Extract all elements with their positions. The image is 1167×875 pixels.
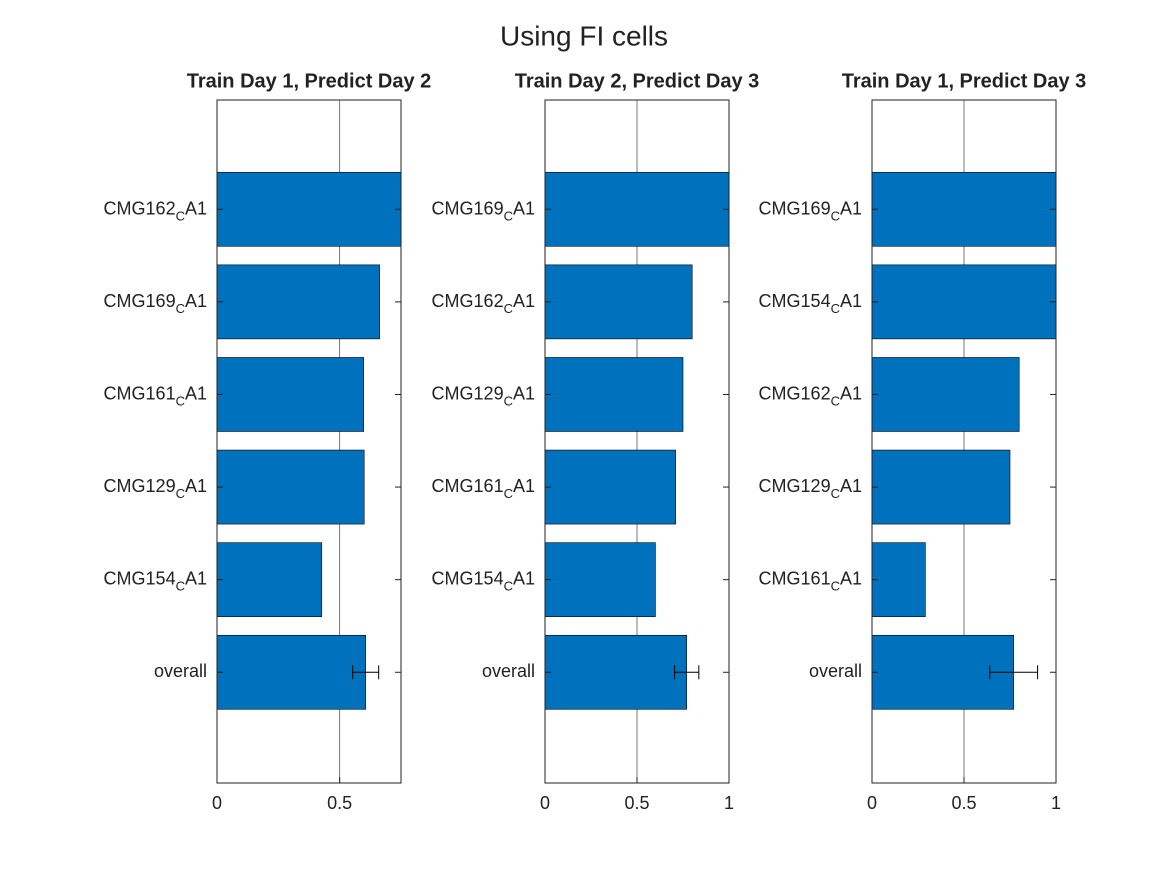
bar (544, 171, 730, 247)
subplot-title: Train Day 2, Predict Day 3 (515, 70, 760, 92)
x-tick-label: 0 (540, 793, 550, 813)
axes-box (871, 99, 1057, 784)
y-tick-label: CMG162CA1 (759, 383, 862, 409)
error-bar (352, 665, 380, 680)
y-tick-label: CMG161CA1 (104, 383, 207, 409)
y-tick-label: CMG154CA1 (432, 568, 535, 594)
bar (871, 171, 1057, 247)
axes-box (544, 99, 730, 784)
y-tick-label: CMG162CA1 (104, 198, 207, 224)
x-tick-label: 1 (1051, 793, 1061, 813)
bar (871, 449, 1011, 525)
error-bar (674, 665, 700, 680)
y-tick-label: CMG169CA1 (104, 291, 207, 317)
bar (544, 634, 687, 710)
bar (216, 634, 366, 710)
x-tick-label: 0.5 (624, 793, 649, 813)
x-tick-label: 0 (212, 793, 222, 813)
figure-title: Using FI cells (500, 20, 668, 51)
bar (544, 357, 684, 432)
bar (216, 171, 402, 247)
y-tick-label: overall (809, 661, 862, 681)
x-tick-label: 1 (724, 793, 734, 813)
y-tick-label: CMG161CA1 (432, 476, 535, 502)
bar (216, 357, 365, 432)
bar (871, 357, 1020, 432)
bar (871, 542, 926, 617)
y-tick-label: CMG129CA1 (104, 476, 207, 502)
subplot-title: Train Day 1, Predict Day 2 (187, 70, 432, 92)
y-tick-label: CMG161CA1 (759, 568, 862, 594)
axes-box (216, 99, 402, 784)
error-bar (989, 665, 1039, 680)
bar (544, 542, 656, 617)
y-tick-label: CMG162CA1 (432, 291, 535, 317)
x-tick-label: 0.5 (951, 793, 976, 813)
y-tick-label: CMG129CA1 (759, 476, 862, 502)
y-tick-label: CMG154CA1 (759, 291, 862, 317)
bar (544, 264, 693, 340)
y-tick-label: CMG129CA1 (432, 383, 535, 409)
bar (871, 264, 1057, 340)
x-tick-label: 0 (867, 793, 877, 813)
y-tick-label: CMG169CA1 (432, 198, 535, 224)
bar (216, 542, 323, 617)
y-tick-label: CMG169CA1 (759, 198, 862, 224)
x-tick-label: 0.5 (327, 793, 352, 813)
y-tick-label: overall (482, 661, 535, 681)
y-tick-label: CMG154CA1 (104, 568, 207, 594)
bar (216, 264, 380, 340)
bar (544, 449, 676, 525)
bar (216, 449, 365, 525)
subplot-title: Train Day 1, Predict Day 3 (842, 70, 1087, 92)
y-tick-label: overall (154, 661, 207, 681)
